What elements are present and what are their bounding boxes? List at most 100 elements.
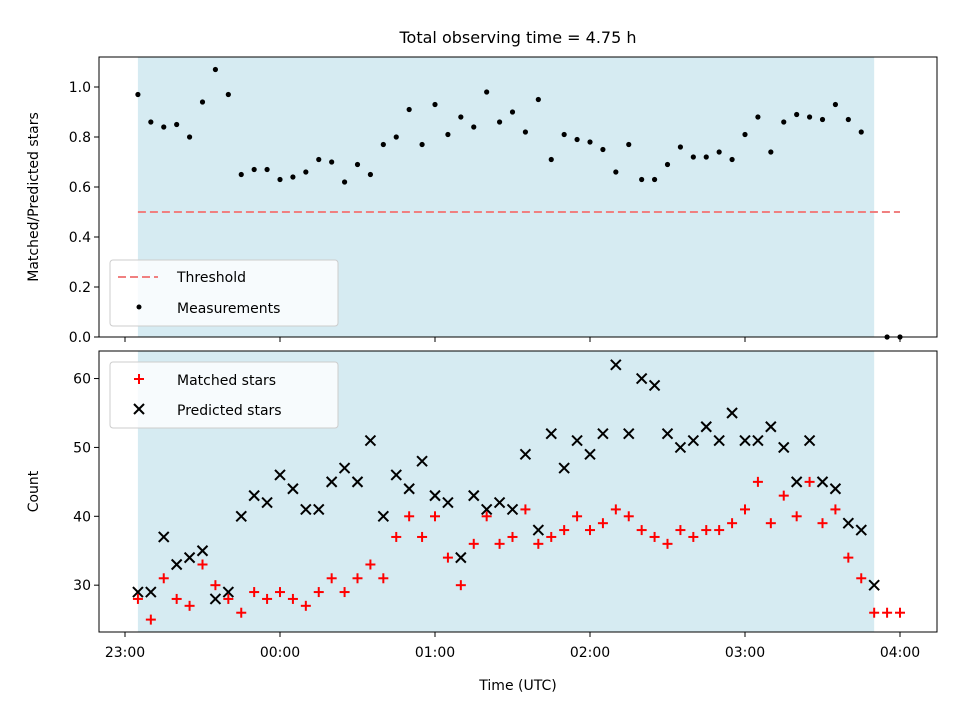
cross-stroke-b <box>390 469 402 481</box>
bottom-legend-box <box>109 361 339 429</box>
data-point <box>832 101 839 108</box>
data-point <box>742 131 748 138</box>
predicted-point <box>145 586 157 598</box>
cross-stroke-b <box>713 434 725 447</box>
matched-point <box>184 600 195 611</box>
data-point <box>148 119 154 125</box>
data-point <box>290 174 296 180</box>
predicted-point <box>752 434 764 447</box>
data-point <box>380 141 386 148</box>
predicted-point <box>584 448 596 461</box>
cross-stroke-b <box>338 462 351 474</box>
cross-stroke-b <box>170 558 183 571</box>
data-point <box>561 131 567 138</box>
cross-stroke-b <box>842 517 855 529</box>
cross-stroke-b <box>403 483 415 495</box>
top-axes-frame <box>98 56 938 338</box>
data-point <box>471 124 477 130</box>
predicted-stars-points <box>132 359 880 605</box>
predicted-point <box>687 434 700 447</box>
cross-stroke-b <box>442 496 454 509</box>
matched-point <box>391 531 402 542</box>
cross-stroke-b <box>158 531 170 543</box>
predicted-point <box>506 503 519 516</box>
cross-stroke-b <box>868 579 880 591</box>
cross-stroke-b <box>765 421 777 433</box>
data-point <box>768 149 774 155</box>
y-tick-label: 30 <box>73 578 91 594</box>
cross-stroke-b <box>287 483 299 495</box>
cross-stroke-b <box>209 593 222 605</box>
cross-stroke-b <box>635 372 648 385</box>
predicted-point <box>597 427 609 440</box>
matched-point <box>636 525 647 536</box>
matched-point <box>339 587 350 598</box>
top-y-axis-label: Matched/Predicted stars <box>26 112 42 282</box>
predicted-point <box>287 483 299 495</box>
matched-point <box>197 559 208 570</box>
cross-stroke-b <box>558 462 570 474</box>
predicted-point <box>803 434 816 447</box>
data-point <box>496 119 503 125</box>
predicted-point <box>468 489 480 502</box>
y-tick-label: 0.0 <box>69 330 91 346</box>
matched-point <box>649 531 660 542</box>
cross-stroke-b <box>480 503 493 516</box>
matched-point <box>275 587 285 598</box>
predicted-point <box>377 510 390 523</box>
matched-point <box>623 511 634 522</box>
cross-stroke-b <box>519 448 532 461</box>
y-tick-label: 60 <box>73 372 91 388</box>
matched-point <box>455 580 466 591</box>
legend-predicted-swatch <box>133 403 145 415</box>
cross-stroke-b <box>325 476 338 488</box>
matched-point <box>869 607 880 618</box>
data-point <box>794 111 800 118</box>
matched-point <box>430 511 440 522</box>
data-point <box>755 114 761 120</box>
cross-stroke-b <box>248 489 260 502</box>
matched-point <box>365 559 376 570</box>
cross-stroke-b <box>183 551 196 564</box>
cross-stroke-b <box>532 524 545 536</box>
cross-stroke-b <box>506 503 519 516</box>
matched-point <box>300 600 311 611</box>
predicted-point <box>442 496 454 509</box>
cross-stroke-b <box>790 476 803 488</box>
predicted-point <box>674 441 687 454</box>
cross-stroke-b <box>145 586 157 598</box>
matched-point <box>804 476 815 487</box>
predicted-point <box>132 586 144 598</box>
matched-point <box>158 573 169 584</box>
data-point <box>251 166 257 173</box>
matched-point <box>675 525 686 536</box>
legend-cross-marker <box>133 403 145 415</box>
matched-point <box>662 538 673 549</box>
data-point <box>406 106 412 113</box>
x-tick-label: 00:00 <box>260 645 300 661</box>
matched-point <box>830 504 841 515</box>
top-y-ticks: 0.0 0.2 0.4 0.6 0.8 1.0 <box>69 80 99 346</box>
data-point <box>238 171 244 178</box>
data-point <box>729 156 735 163</box>
matched-point <box>740 504 750 515</box>
y-tick-label: 0.6 <box>69 180 91 196</box>
y-tick-label: 40 <box>73 509 91 525</box>
cross-stroke-b <box>648 379 661 392</box>
cross-stroke-b <box>351 476 364 488</box>
cross-stroke-b <box>739 434 751 447</box>
cross-stroke-b <box>661 427 674 440</box>
predicted-point <box>351 476 364 488</box>
matched-point <box>442 552 453 563</box>
cross-stroke-b <box>222 586 235 598</box>
cross-stroke-b <box>133 403 145 415</box>
data-point <box>858 129 864 135</box>
data-point <box>212 66 219 73</box>
matched-point <box>249 587 260 598</box>
predicted-point <box>480 503 493 516</box>
predicted-point <box>209 593 222 605</box>
matched-point <box>572 511 583 522</box>
data-point <box>781 119 787 125</box>
data-point <box>548 156 554 163</box>
